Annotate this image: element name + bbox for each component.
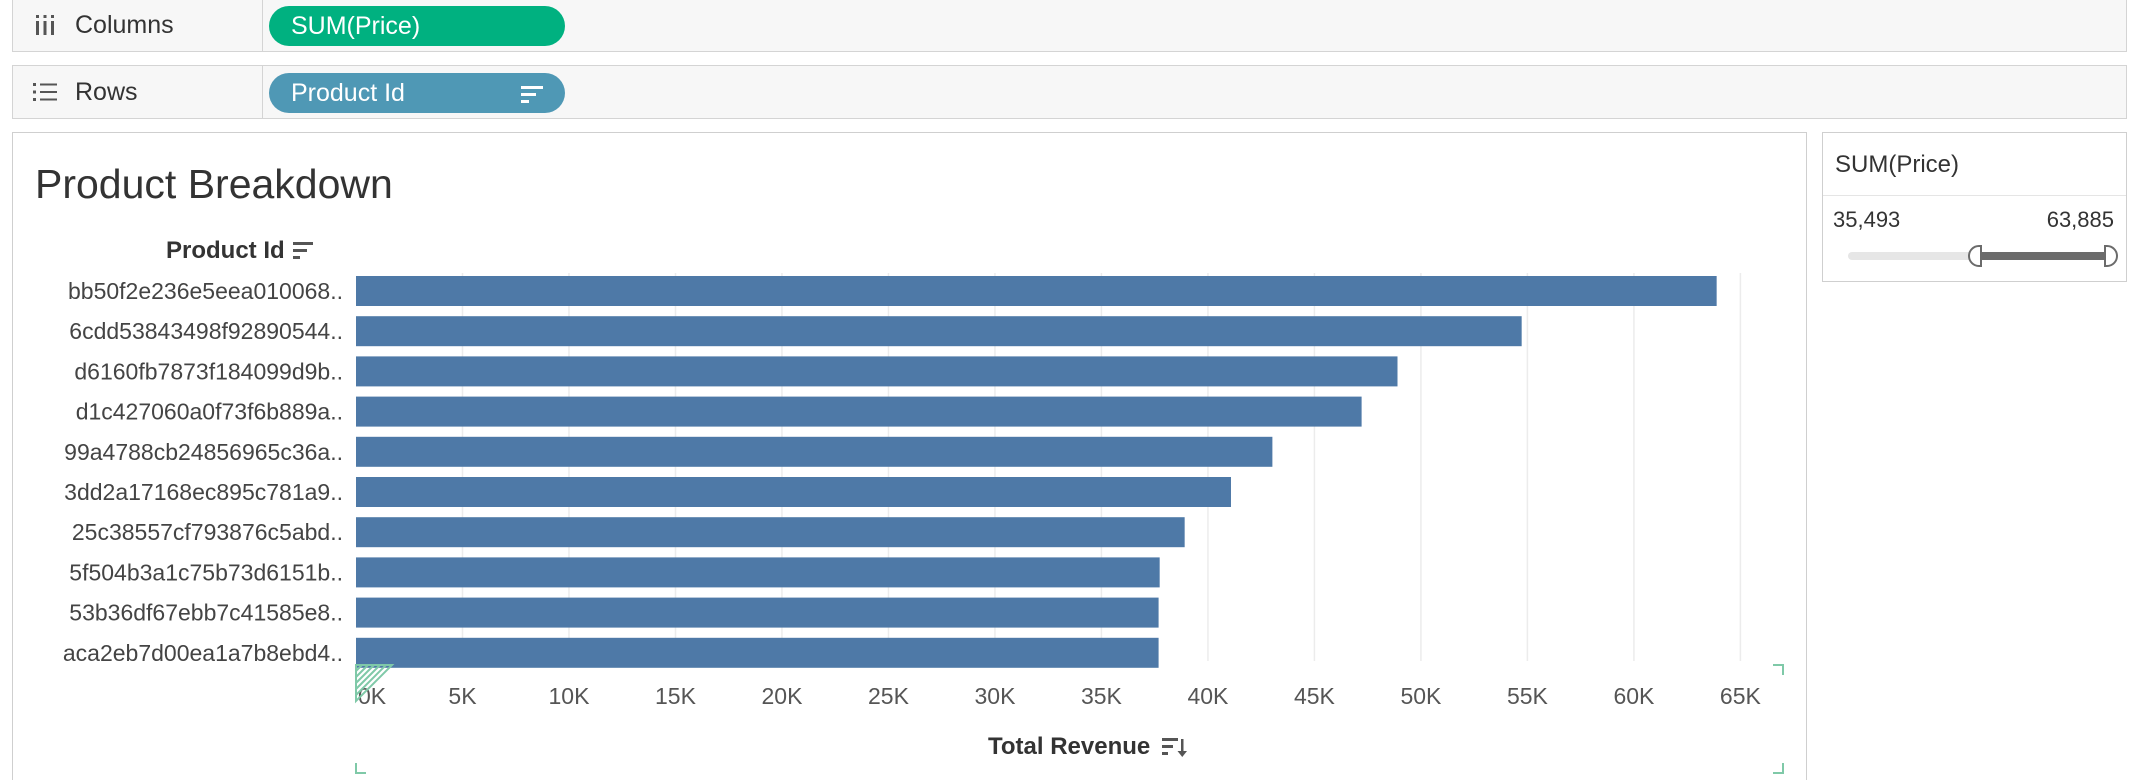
range-slider-min-handle[interactable] [1968, 245, 1983, 267]
filter-divider [1823, 195, 2126, 196]
y-tick-label: d6160fb7873f184099d9b.. [74, 358, 343, 384]
y-tick-label: 53b36df67ebb7c41585e8.. [69, 600, 343, 626]
rows-shelf-label-area: Rows [13, 66, 263, 118]
bar[interactable] [356, 356, 1398, 387]
x-tick-label: 30K [974, 683, 1016, 709]
bar[interactable] [356, 637, 1159, 668]
bar[interactable] [356, 276, 1717, 306]
y-tick-label: d1c427060a0f73f6b889a.. [76, 399, 343, 425]
columns-icon [25, 13, 65, 37]
x-tick-label: 10K [549, 683, 591, 709]
row-header[interactable]: Product Id [166, 237, 315, 265]
sort-descending-icon[interactable] [521, 83, 543, 112]
range-slider-fill [1982, 252, 2106, 260]
chart-title: Product Breakdown [35, 161, 393, 207]
bar[interactable] [356, 597, 1159, 628]
range-slider-max-handle[interactable] [2104, 245, 2118, 267]
x-tick-label: 20K [762, 683, 804, 709]
bar[interactable] [356, 517, 1185, 548]
x-tick-label: 60K [1613, 683, 1655, 709]
rows-list-icon [25, 81, 65, 103]
sum-price-pill[interactable]: SUM(Price) [269, 6, 565, 46]
x-axis-title[interactable]: Total Revenue [988, 733, 1188, 761]
axis-origin-hatch [355, 664, 375, 684]
y-tick-label: 3dd2a17168ec895c781a9.. [64, 479, 343, 505]
y-tick-label: bb50f2e236e5eea010068.. [68, 278, 343, 304]
y-tick-label: 25c38557cf793876c5abd.. [72, 519, 343, 545]
bar[interactable] [356, 477, 1231, 507]
x-tick-label: 25K [868, 683, 910, 709]
x-tick-label: 35K [1081, 683, 1123, 709]
bar[interactable] [356, 316, 1522, 347]
x-tick-label: 45K [1294, 683, 1336, 709]
product-id-pill[interactable]: Product Id [269, 73, 565, 113]
drop-zone-corner [355, 763, 366, 774]
y-tick-label: aca2eb7d00ea1a7b8ebd4.. [63, 640, 343, 666]
product-id-pill-label: Product Id [291, 78, 405, 107]
axis-origin-hatch [355, 664, 369, 678]
y-tick-label: 99a4788cb24856965c36a.. [64, 439, 343, 465]
axis-origin-hatch [355, 664, 387, 696]
axis-origin-hatch [355, 664, 381, 690]
axis-origin-hatch [355, 664, 363, 672]
rows-label: Rows [75, 77, 138, 106]
row-header-label: Product Id [166, 237, 285, 264]
sum-price-pill-label: SUM(Price) [291, 11, 421, 40]
sort-axis-icon[interactable] [1162, 736, 1188, 758]
filter-min-value: 35,493 [1833, 207, 1901, 232]
x-tick-label: 15K [655, 683, 697, 709]
x-tick-label: 55K [1507, 683, 1549, 709]
chart-panel: Product Breakdown Product Id bb50f2e236e… [12, 132, 1807, 780]
x-tick-label: 5K [448, 683, 477, 709]
sort-icon[interactable] [292, 241, 315, 261]
x-axis-title-label: Total Revenue [988, 733, 1151, 760]
drop-zone-corner [1773, 763, 1784, 774]
x-tick-label: 40K [1187, 683, 1229, 709]
filter-title: SUM(Price) [1835, 151, 1959, 178]
columns-shelf-label-area: Columns [13, 0, 263, 51]
y-tick-label: 5f504b3a1c75b73d6151b.. [69, 559, 343, 585]
x-tick-label: 50K [1400, 683, 1442, 709]
columns-shelf[interactable]: Columns SUM(Price) [12, 0, 2127, 52]
drop-zone-corner [1773, 664, 1784, 675]
bar[interactable] [356, 396, 1362, 427]
sum-price-filter-card: SUM(Price) 35,493 63,885 [1822, 132, 2127, 282]
columns-label: Columns [75, 10, 174, 39]
y-tick-label: 6cdd53843498f92890544.. [69, 318, 343, 344]
bar[interactable] [356, 557, 1160, 588]
rows-shelf[interactable]: Rows Product Id [12, 65, 2127, 119]
x-tick-label: 65K [1720, 683, 1762, 709]
bar-chart: bb50f2e236e5eea010068.. 6cdd53843498f9289… [63, 273, 1784, 774]
filter-max-value: 63,885 [2046, 207, 2114, 232]
bar[interactable] [356, 436, 1273, 467]
